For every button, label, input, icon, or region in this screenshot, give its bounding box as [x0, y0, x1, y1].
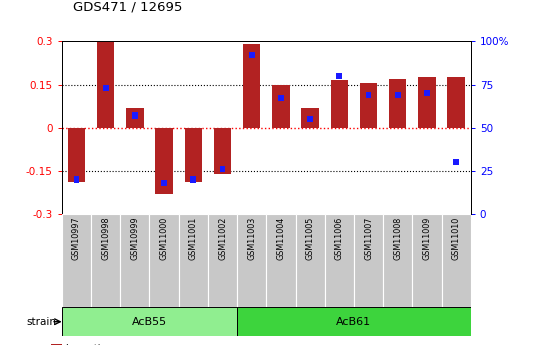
Text: GSM11003: GSM11003 [247, 217, 256, 260]
Bar [121, 214, 150, 307]
Text: GSM11005: GSM11005 [306, 217, 315, 260]
Bar [412, 214, 442, 307]
Bar [97, 41, 115, 128]
Bar [243, 44, 260, 128]
Text: GSM11010: GSM11010 [451, 217, 461, 260]
Text: AcB61: AcB61 [336, 317, 372, 327]
Bar [185, 128, 202, 182]
Text: GSM11006: GSM11006 [335, 217, 344, 260]
Bar [448, 77, 465, 128]
Bar [336, 73, 342, 79]
Bar [103, 85, 109, 91]
Text: GDS471 / 12695: GDS471 / 12695 [73, 1, 182, 14]
Bar [155, 128, 173, 194]
Bar [208, 214, 237, 307]
Bar [389, 79, 407, 128]
Bar [424, 90, 430, 96]
Bar [360, 83, 377, 128]
Bar [330, 80, 348, 128]
Bar [74, 176, 80, 183]
Bar [237, 307, 471, 336]
Text: GSM11007: GSM11007 [364, 217, 373, 260]
Text: GSM10999: GSM10999 [130, 217, 139, 260]
Bar [272, 85, 289, 128]
Text: GSM11004: GSM11004 [277, 217, 286, 260]
Bar [266, 214, 295, 307]
Bar [179, 214, 208, 307]
Bar [354, 214, 383, 307]
Bar [453, 159, 459, 165]
Bar [383, 214, 412, 307]
Text: log ratio: log ratio [66, 344, 107, 345]
Text: GSM10997: GSM10997 [72, 217, 81, 260]
Bar [150, 214, 179, 307]
Bar [237, 214, 266, 307]
Text: strain: strain [26, 317, 56, 327]
Bar [301, 108, 319, 128]
Bar [68, 128, 85, 182]
Bar [161, 180, 167, 186]
Bar [418, 77, 436, 128]
Bar [442, 214, 471, 307]
Text: GSM11001: GSM11001 [189, 217, 198, 260]
Bar [51, 344, 62, 345]
Bar [395, 92, 401, 98]
Bar [295, 214, 325, 307]
Bar [214, 128, 231, 174]
Bar [278, 95, 284, 101]
Bar [190, 176, 196, 183]
Text: GSM10998: GSM10998 [101, 217, 110, 260]
Bar [220, 166, 225, 172]
Bar [366, 92, 371, 98]
Text: GSM11000: GSM11000 [160, 217, 168, 260]
Bar [91, 214, 121, 307]
Bar [132, 112, 138, 119]
Bar [126, 108, 144, 128]
Bar [62, 307, 237, 336]
Text: GSM11002: GSM11002 [218, 217, 227, 260]
Bar [249, 52, 254, 58]
Text: GSM11008: GSM11008 [393, 217, 402, 260]
Bar [307, 116, 313, 122]
Bar [62, 214, 91, 307]
Text: AcB55: AcB55 [132, 317, 167, 327]
Bar [325, 214, 354, 307]
Text: GSM11009: GSM11009 [422, 217, 431, 260]
